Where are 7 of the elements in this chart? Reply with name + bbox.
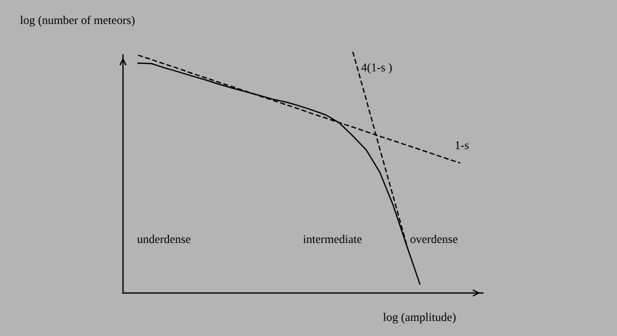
y-axis-title: log (number of meteors): [20, 16, 135, 27]
series-label: 4(1-s ): [361, 63, 392, 74]
series-label: 1-s: [456, 141, 469, 150]
x-axis-title: log (amplitude): [383, 312, 456, 324]
annotation: intermediate: [303, 234, 362, 244]
annotation: overdense: [410, 234, 458, 244]
annotation: underdense: [137, 234, 190, 244]
